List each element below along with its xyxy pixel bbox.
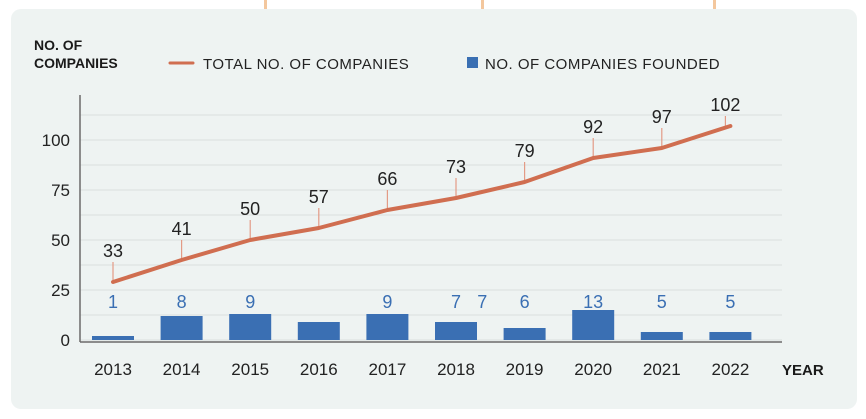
line-value-label: 79 bbox=[515, 141, 535, 161]
legend-bar-swatch bbox=[467, 57, 478, 68]
bar-value-label: 13 bbox=[583, 292, 603, 312]
bar bbox=[297, 322, 340, 340]
bar bbox=[366, 314, 409, 340]
bar-value-label: 5 bbox=[725, 292, 735, 312]
y-axis-title-line1: NO. OF bbox=[34, 37, 83, 53]
bar bbox=[572, 310, 615, 340]
top-edge-mark bbox=[481, 0, 484, 9]
y-tick-label: 100 bbox=[42, 131, 70, 150]
x-tick-label: 2017 bbox=[368, 360, 406, 379]
legend-line-label: TOTAL NO. OF COMPANIES bbox=[203, 56, 409, 73]
x-tick-label: 2014 bbox=[163, 360, 201, 379]
line-value-label: 66 bbox=[377, 169, 397, 189]
x-tick-label: 2016 bbox=[300, 360, 338, 379]
bar bbox=[435, 322, 477, 340]
bar-value-label: 9 bbox=[245, 292, 255, 312]
line-value-label: 73 bbox=[446, 157, 466, 177]
line-value-label: 50 bbox=[240, 199, 260, 219]
legend-bar-label: NO. OF COMPANIES FOUNDED bbox=[485, 56, 720, 73]
bar-value-label: 8 bbox=[177, 292, 187, 312]
bar bbox=[503, 328, 546, 340]
bar-value-label: 7 bbox=[477, 292, 487, 312]
x-tick-label: 2015 bbox=[231, 360, 269, 379]
y-tick-label: 0 bbox=[61, 331, 70, 350]
line-value-label: 57 bbox=[309, 187, 329, 207]
top-edge-mark bbox=[264, 0, 267, 9]
line-value-label: 102 bbox=[710, 95, 740, 115]
bar-value-label: 5 bbox=[657, 292, 667, 312]
y-tick-label: 75 bbox=[51, 181, 70, 200]
bar bbox=[640, 332, 683, 340]
top-edge-mark bbox=[713, 0, 716, 9]
bar-value-label: 9 bbox=[382, 292, 392, 312]
bar bbox=[160, 316, 203, 340]
line-value-label: 97 bbox=[652, 107, 672, 127]
line-value-label: 33 bbox=[103, 241, 123, 261]
bar-value-label: 7 bbox=[451, 292, 461, 312]
x-tick-label: 2013 bbox=[94, 360, 132, 379]
x-tick-label: 2022 bbox=[711, 360, 749, 379]
x-axis-title: YEAR bbox=[782, 362, 824, 379]
y-axis-title-line2: COMPANIES bbox=[34, 55, 118, 71]
y-tick-label: 50 bbox=[51, 231, 70, 250]
bar bbox=[709, 332, 752, 340]
total-companies-line bbox=[111, 124, 733, 284]
bar-value-label: 6 bbox=[520, 292, 530, 312]
line-value-label: 41 bbox=[172, 219, 192, 239]
y-tick-label: 25 bbox=[51, 281, 70, 300]
bar-value-label: 1 bbox=[108, 292, 118, 312]
x-tick-label: 2020 bbox=[574, 360, 612, 379]
x-tick-label: 2021 bbox=[643, 360, 681, 379]
x-tick-label: 2019 bbox=[506, 360, 544, 379]
x-tick-label: 2018 bbox=[437, 360, 475, 379]
bar bbox=[92, 336, 134, 340]
line-value-label: 92 bbox=[583, 117, 603, 137]
bar bbox=[229, 314, 272, 340]
